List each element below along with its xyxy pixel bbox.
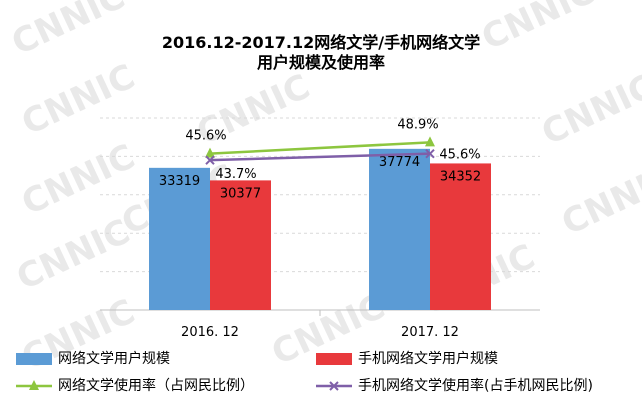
bar-mobile-users <box>430 163 491 310</box>
legend-label: 手机网络文学用户规模 <box>358 351 498 367</box>
x-marker <box>425 148 435 159</box>
legend-item-network-rate: 网络文学使用率（占网民比例） <box>16 377 254 395</box>
legend-label: 手机网络文学使用率(占手机网民比例) <box>358 378 593 394</box>
x-marker-icon <box>329 381 339 391</box>
triangle-marker-icon <box>16 380 52 390</box>
data-label-mobile-rate: 43.7% <box>215 167 256 182</box>
chart-legend: 网络文学用户规模 手机网络文学用户规模 网络文学使用率（占网民比例） 手机网络文… <box>0 342 642 414</box>
data-label-network-users: 37774 <box>379 155 420 170</box>
x-tick-label: 2017. 12 <box>401 325 459 340</box>
legend-label: 网络文学使用率（占网民比例） <box>58 378 254 394</box>
x-tick-label: 2016. 12 <box>181 325 239 340</box>
bar-mobile-users <box>210 180 271 310</box>
legend-swatch-red <box>316 353 352 365</box>
data-label-network-rate: 48.9% <box>397 117 438 132</box>
triangle-marker <box>425 136 435 147</box>
data-label-mobile-users: 30377 <box>220 186 261 201</box>
x-marker-icon <box>316 381 352 391</box>
line-mobile-rate <box>209 152 431 162</box>
bar-network-users <box>149 167 210 310</box>
legend-item-network-users: 网络文学用户规模 <box>16 350 170 368</box>
legend-item-mobile-rate: 手机网络文学使用率(占手机网民比例) <box>316 377 593 395</box>
data-label-mobile-rate: 45.6% <box>439 148 480 163</box>
data-label-network-rate: 45.6% <box>185 129 226 144</box>
chart-title-line1: 2016.12-2017.12网络文学/手机网络文学 <box>161 33 481 52</box>
triangle-marker <box>205 147 215 158</box>
data-label-mobile-users: 34352 <box>440 169 481 184</box>
triangle-marker-icon <box>29 380 39 390</box>
chart-plot: 2016. 12 2017. 12 33319 30377 37774 34352 45.6… <box>100 117 540 340</box>
legend-item-mobile-users: 手机网络文学用户规模 <box>316 350 498 368</box>
bar-network-users <box>369 148 430 310</box>
chart-title-line2: 用户规模及使用率 <box>256 53 385 72</box>
data-label-network-users: 33319 <box>159 174 200 189</box>
line-network-rate <box>209 141 431 155</box>
legend-label: 网络文学用户规模 <box>58 351 170 367</box>
legend-swatch-blue <box>16 353 52 365</box>
x-marker <box>205 155 215 165</box>
